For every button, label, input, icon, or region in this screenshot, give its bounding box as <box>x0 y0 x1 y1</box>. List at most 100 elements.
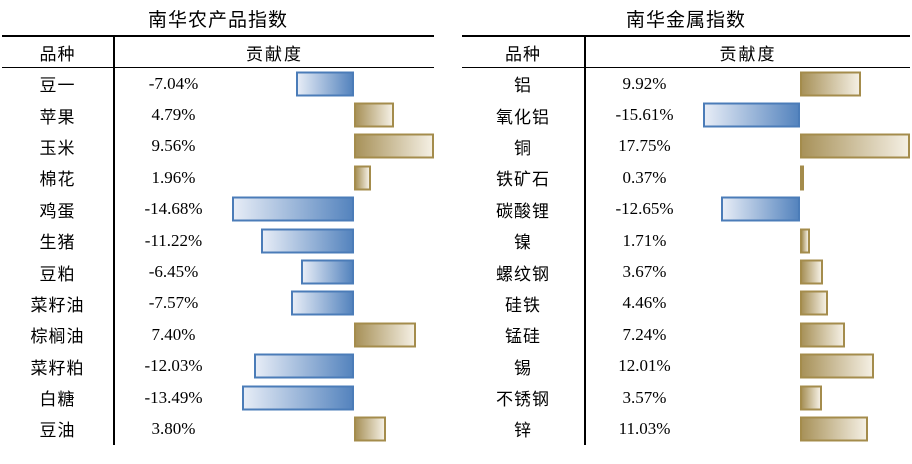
variety-name: 菜籽油 <box>2 287 115 320</box>
contribution-value: -12.03% <box>144 356 203 376</box>
table-row: 不锈钢 3.57% <box>462 381 910 414</box>
table-metal: 品种 贡献度 铝 9.92% 氧化铝 -15.61% 铜 17.75% 铁矿石 0.37% 碳酸… <box>462 35 910 445</box>
table-row: 玉米 9.56% <box>2 130 434 163</box>
variety-name: 不锈钢 <box>462 381 586 414</box>
contribution-bar <box>232 196 355 222</box>
contribution-bar <box>254 353 355 379</box>
contribution-value: 1.96% <box>151 167 196 187</box>
variety-name: 锡 <box>462 350 586 382</box>
contribution-value: -7.04% <box>148 73 199 93</box>
bar-area <box>703 413 910 444</box>
table-row: 棕榈油 7.40% <box>2 319 434 351</box>
contribution-bar <box>295 71 355 97</box>
contribution-bar <box>260 228 355 254</box>
contribution-bar <box>354 102 395 128</box>
col-header-contribution: 贡献度 <box>719 44 777 64</box>
table-row: 鸡蛋 -14.68% <box>2 193 434 225</box>
variety-name: 铜 <box>462 130 586 163</box>
table-row: 硅铁 4.46% <box>462 287 910 320</box>
bar-area <box>703 99 910 130</box>
contribution-bar <box>799 133 910 159</box>
variety-name: 镍 <box>462 224 586 257</box>
contribution-value: -11.22% <box>144 230 203 250</box>
variety-name: 螺纹钢 <box>462 256 586 288</box>
contribution-value: 7.40% <box>151 324 196 344</box>
bar-area <box>232 288 434 319</box>
contribution-bar <box>799 228 811 254</box>
bar-area <box>232 131 434 162</box>
table-row: 豆油 3.80% <box>2 413 434 445</box>
bar-area <box>232 68 434 99</box>
col-header-variety: 品种 <box>462 37 586 67</box>
variety-name: 铁矿石 <box>462 162 586 194</box>
variety-name: 锰硅 <box>462 319 586 351</box>
dual-index-figure: 南华农产品指数 品种 贡献度 豆一 -7.04% 苹果 4.79% 玉米 9.56% 棉花 1… <box>2 6 910 445</box>
bar-area <box>232 162 434 193</box>
bar-area <box>232 319 434 350</box>
table-row: 生猪 -11.22% <box>2 224 434 257</box>
contribution-value: 3.80% <box>151 418 196 438</box>
variety-name: 硅铁 <box>462 287 586 320</box>
bar-area <box>703 382 910 413</box>
table-agri: 品种 贡献度 豆一 -7.04% 苹果 4.79% 玉米 9.56% 棉花 1.96% 鸡蛋 -1… <box>2 35 434 445</box>
contribution-bar <box>291 290 355 316</box>
contribution-value: -6.45% <box>148 262 199 282</box>
metal-index-table: 南华金属指数 品种 贡献度 铝 9.92% 氧化铝 -15.61% 铜 17.75% 铁矿石… <box>462 6 910 445</box>
table-row: 锰硅 7.24% <box>462 319 910 351</box>
bar-area <box>703 351 910 382</box>
variety-name: 玉米 <box>2 130 115 163</box>
col-header-variety: 品种 <box>2 37 115 67</box>
bar-area <box>232 194 434 225</box>
header-row: 品种 贡献度 <box>2 37 434 68</box>
contribution-bar <box>799 259 823 285</box>
contribution-value: -13.49% <box>144 387 203 407</box>
contribution-bar <box>799 385 822 411</box>
variety-name: 苹果 <box>2 99 115 131</box>
bar-area <box>703 225 910 256</box>
variety-name: 菜籽粕 <box>2 350 115 382</box>
contribution-bar <box>354 416 386 442</box>
bar-area <box>232 225 434 256</box>
table-row: 棉花 1.96% <box>2 162 434 194</box>
bar-area <box>703 288 910 319</box>
bar-area <box>703 131 910 162</box>
table-row: 豆粕 -6.45% <box>2 256 434 288</box>
contribution-bar <box>721 196 800 222</box>
variety-name: 生猪 <box>2 224 115 257</box>
bar-area <box>232 413 434 444</box>
contribution-value: 1.71% <box>622 230 667 250</box>
contribution-value: 0.37% <box>622 167 667 187</box>
contribution-bar <box>799 416 869 442</box>
table-row: 镍 1.71% <box>462 224 910 257</box>
contribution-bar <box>300 259 355 285</box>
contribution-bar <box>799 165 804 191</box>
contribution-value: -15.61% <box>615 105 674 125</box>
variety-name: 棉花 <box>2 162 115 194</box>
table-rows-metal: 铝 9.92% 氧化铝 -15.61% 铜 17.75% 铁矿石 0.37% 碳酸锂 -12.65… <box>462 68 910 445</box>
contribution-value: 9.56% <box>151 136 196 156</box>
contribution-value: -12.65% <box>615 199 674 219</box>
contribution-value: 3.57% <box>622 387 667 407</box>
table-rows-agri: 豆一 -7.04% 苹果 4.79% 玉米 9.56% 棉花 1.96% 鸡蛋 -14.68% 生猪… <box>2 68 434 445</box>
contribution-bar <box>703 102 800 128</box>
table-title-metal: 南华金属指数 <box>625 10 746 31</box>
variety-name: 棕榈油 <box>2 319 115 351</box>
bar-area <box>232 99 434 130</box>
contribution-value: 3.67% <box>622 262 667 282</box>
table-title-agri: 南华农产品指数 <box>147 10 288 31</box>
agri-index-table: 南华农产品指数 品种 贡献度 豆一 -7.04% 苹果 4.79% 玉米 9.56% 棉花 1… <box>2 6 434 445</box>
table-row: 氧化铝 -15.61% <box>462 99 910 131</box>
bar-area <box>703 194 910 225</box>
table-row: 菜籽油 -7.57% <box>2 287 434 320</box>
variety-name: 碳酸锂 <box>462 193 586 225</box>
table-row: 螺纹钢 3.67% <box>462 256 910 288</box>
table-row: 白糖 -13.49% <box>2 381 434 414</box>
bar-area <box>703 319 910 350</box>
variety-name: 豆一 <box>2 68 115 100</box>
variety-name: 豆油 <box>2 413 115 445</box>
contribution-bar <box>354 165 371 191</box>
variety-name: 铝 <box>462 68 586 100</box>
variety-name: 鸡蛋 <box>2 193 115 225</box>
variety-name: 氧化铝 <box>462 99 586 131</box>
contribution-value: 4.79% <box>151 105 196 125</box>
